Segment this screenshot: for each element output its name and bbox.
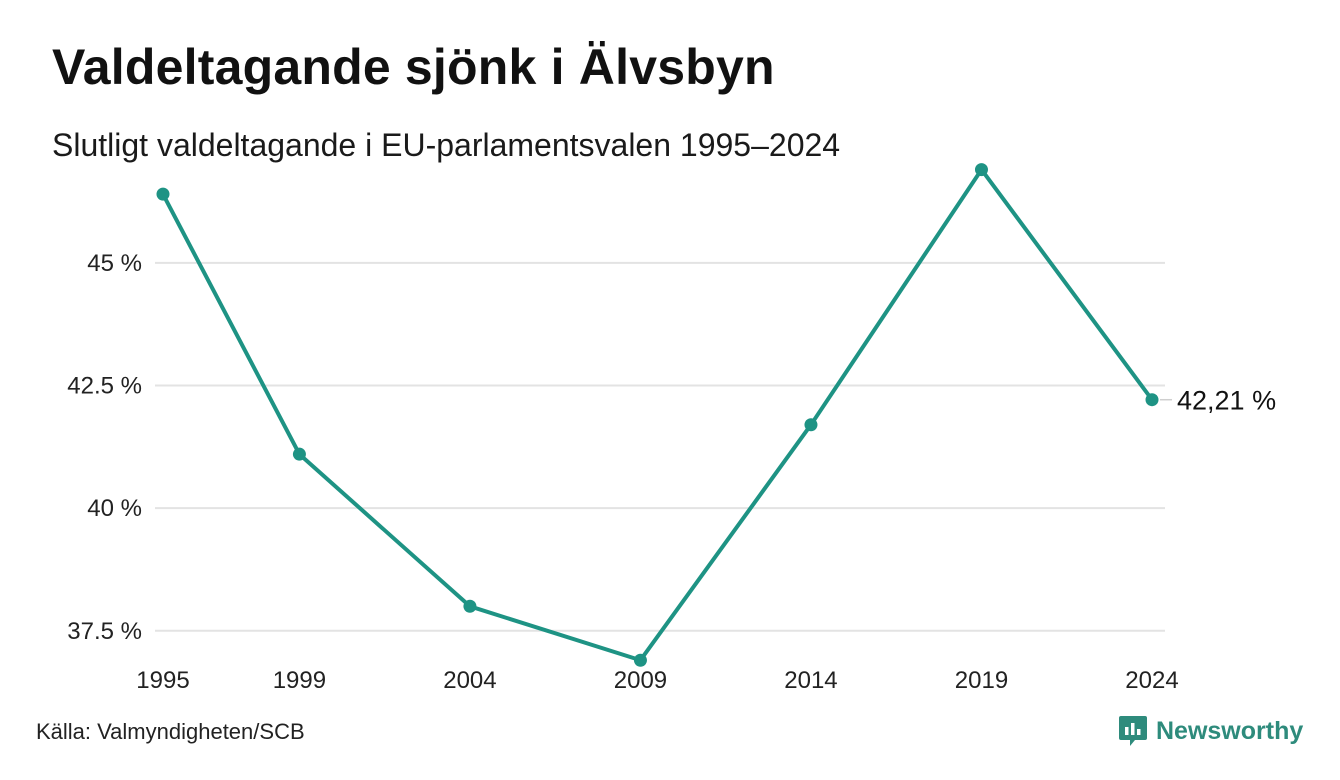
data-point bbox=[463, 599, 477, 613]
end-label-layer: 42,21 % bbox=[1160, 386, 1276, 416]
y-tick-label: 40 % bbox=[87, 495, 142, 522]
x-tick-label: 2019 bbox=[955, 667, 1008, 694]
x-axis-ticks: 1995 1999 2004 2009 2014 2019 2024 bbox=[136, 667, 1178, 694]
y-axis-ticks: 37.5 % 40 % 42.5 % 45 % bbox=[67, 250, 142, 645]
gridlines bbox=[155, 261, 1165, 632]
data-point bbox=[156, 187, 170, 201]
chart-subtitle: Slutligt valdeltagande i EU-parlamentsva… bbox=[52, 127, 841, 163]
chart-title: Valdeltagande sjönk i Älvsbyn bbox=[52, 39, 775, 95]
end-value-label: 42,21 % bbox=[1177, 386, 1276, 416]
series-line bbox=[161, 167, 1154, 663]
source-note: Källa: Valmyndigheten/SCB bbox=[36, 719, 305, 744]
x-tick-label: 2014 bbox=[784, 667, 837, 694]
y-tick-label: 42.5 % bbox=[67, 372, 142, 399]
data-point bbox=[1145, 393, 1159, 407]
y-tick-label: 37.5 % bbox=[67, 618, 142, 645]
brand-name: Newsworthy bbox=[1156, 716, 1304, 745]
x-tick-label: 2024 bbox=[1125, 667, 1178, 694]
data-point bbox=[804, 418, 818, 432]
y-tick-label: 45 % bbox=[87, 250, 142, 277]
x-tick-label: 1995 bbox=[136, 667, 189, 694]
data-point bbox=[633, 653, 647, 667]
x-tick-label: 1999 bbox=[273, 667, 326, 694]
x-tick-label: 2009 bbox=[614, 667, 667, 694]
x-tick-label: 2004 bbox=[443, 667, 496, 694]
brand-logo[interactable]: Newsworthy bbox=[1118, 714, 1303, 748]
data-point bbox=[292, 447, 306, 461]
newsworthy-logo-icon bbox=[1119, 716, 1147, 746]
series-layer bbox=[156, 163, 1159, 667]
data-point bbox=[974, 163, 988, 177]
